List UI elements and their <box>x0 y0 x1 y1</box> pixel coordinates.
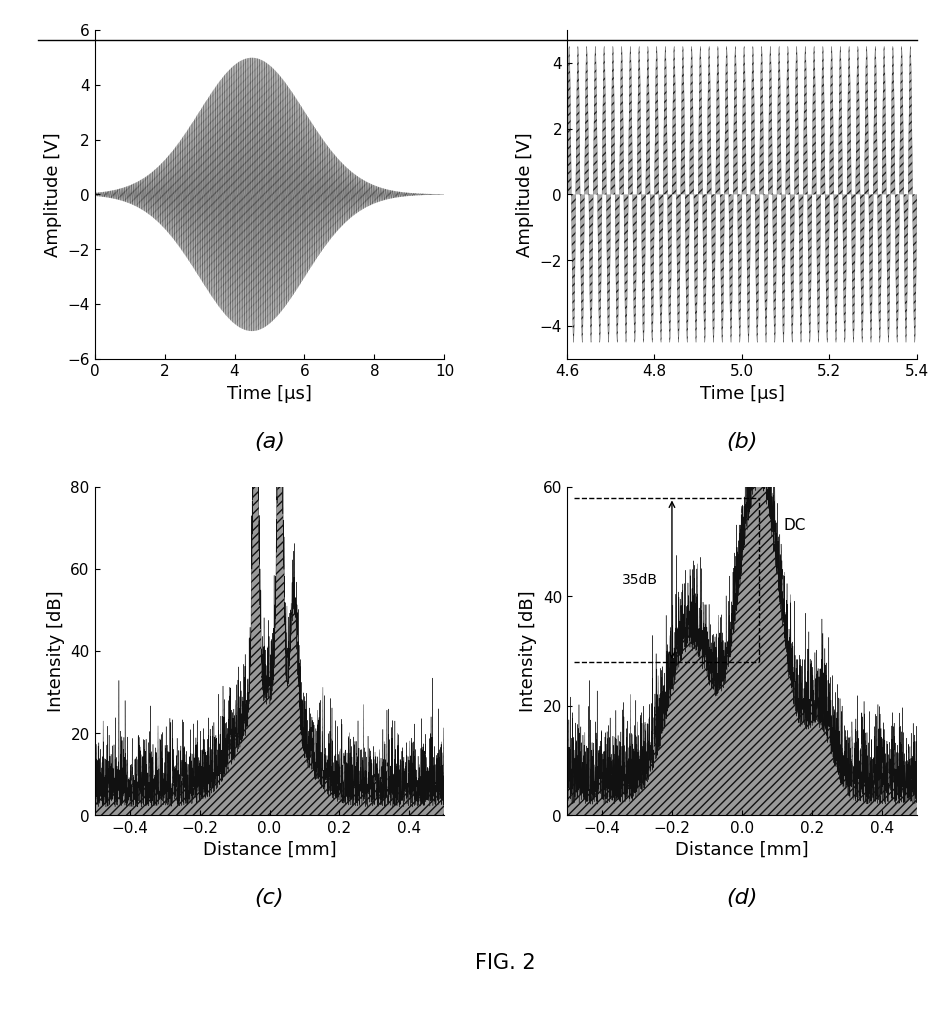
Y-axis label: Intensity [dB]: Intensity [dB] <box>519 591 537 712</box>
Text: (c): (c) <box>255 887 284 908</box>
Text: (a): (a) <box>254 432 284 452</box>
Y-axis label: Intensity [dB]: Intensity [dB] <box>46 591 64 712</box>
Text: (b): (b) <box>726 432 757 452</box>
Text: DC: DC <box>783 518 806 533</box>
X-axis label: Distance [mm]: Distance [mm] <box>675 841 809 859</box>
Text: FIG. 2: FIG. 2 <box>475 953 536 972</box>
Text: (d): (d) <box>726 887 757 908</box>
X-axis label: Distance [mm]: Distance [mm] <box>202 841 336 859</box>
Text: 35dB: 35dB <box>622 573 658 587</box>
X-axis label: Time [μs]: Time [μs] <box>227 385 312 402</box>
Y-axis label: Amplitude [V]: Amplitude [V] <box>43 133 61 257</box>
X-axis label: Time [μs]: Time [μs] <box>699 385 784 402</box>
Y-axis label: Amplitude [V]: Amplitude [V] <box>516 133 534 257</box>
